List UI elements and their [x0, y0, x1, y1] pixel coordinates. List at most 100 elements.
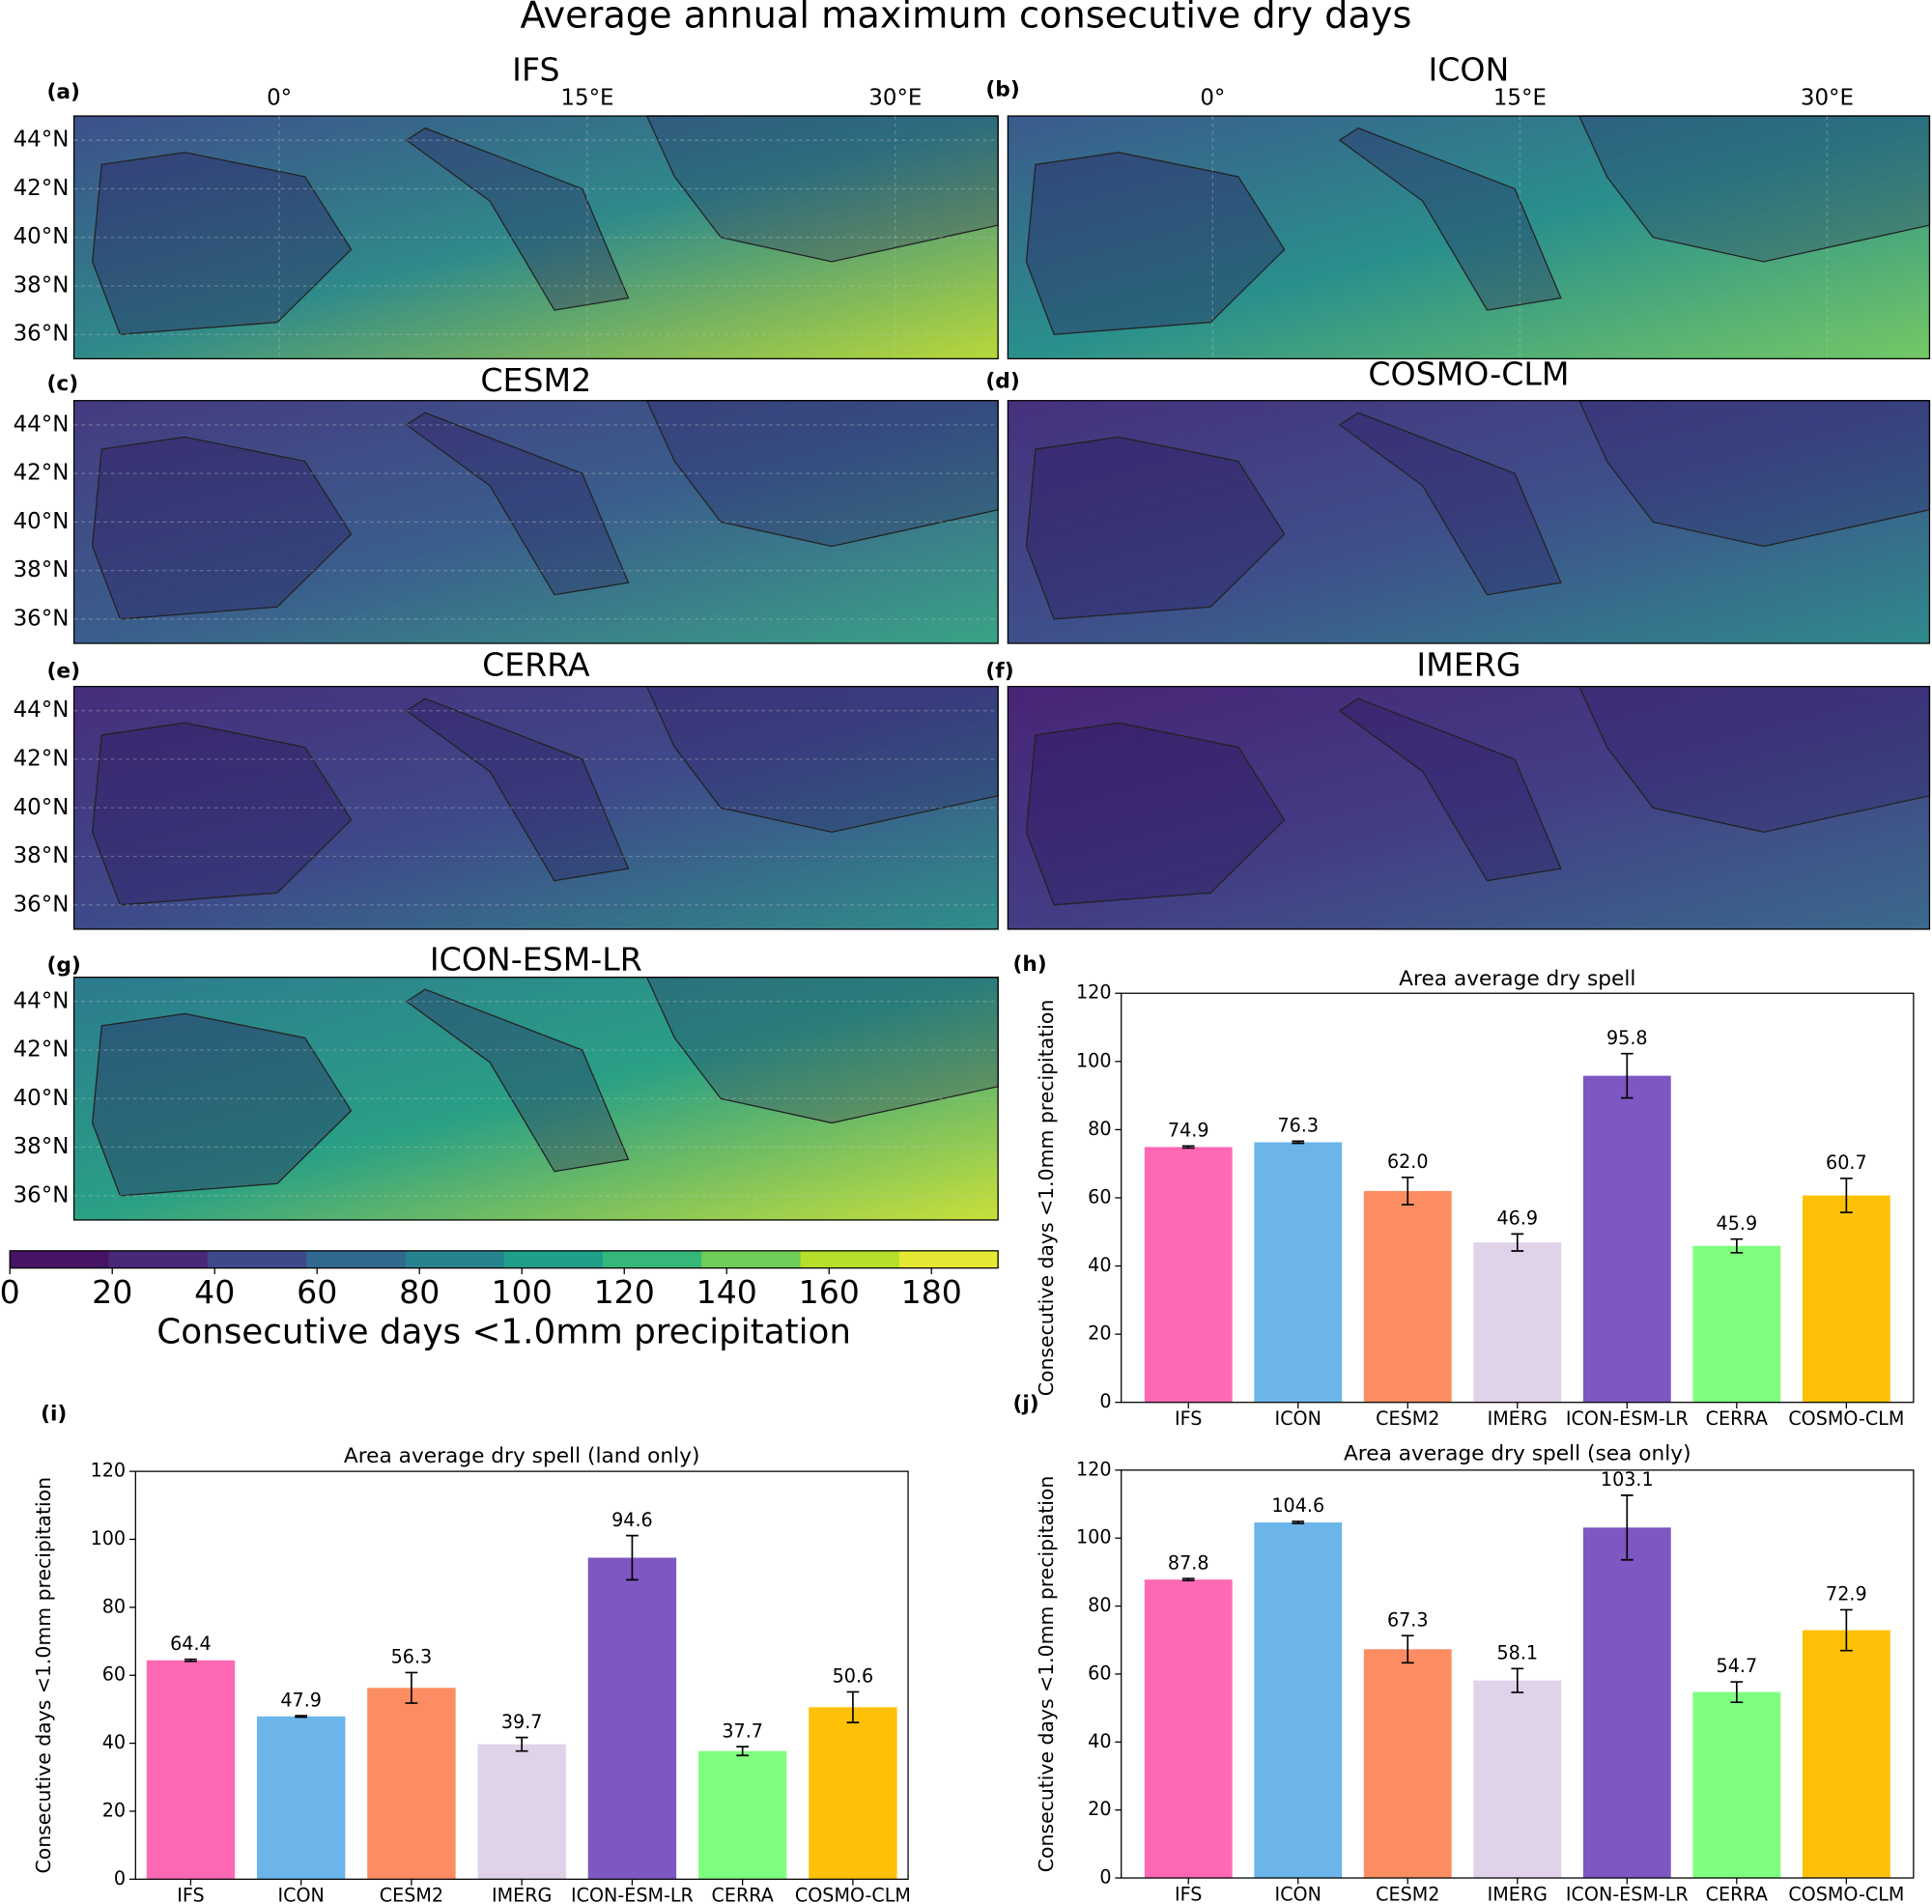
value-label: 54.7	[1717, 1655, 1758, 1677]
bar	[1144, 1579, 1233, 1879]
axes-frame	[1121, 992, 1915, 1404]
bar	[146, 1660, 236, 1880]
map-field	[73, 400, 999, 643]
map-field	[73, 116, 999, 359]
value-label: 60.7	[1826, 1151, 1867, 1174]
lat-tick-label: 44°N	[14, 697, 70, 723]
y-tick-label: 40	[1088, 1254, 1111, 1276]
coastline	[405, 697, 630, 882]
coastline	[405, 127, 630, 311]
x-tick-label: CESM2	[380, 1885, 443, 1904]
x-tick-label: ICON	[1275, 1883, 1321, 1904]
error-bar	[736, 1746, 750, 1757]
x-tick-label: ICON	[278, 1885, 325, 1904]
map-field	[1008, 400, 1930, 643]
map-title: ICON-ESM-LR	[430, 941, 642, 979]
colorbar-segment	[108, 1250, 209, 1268]
lon-tick-label: 0°	[267, 86, 292, 111]
value-label: 74.9	[1168, 1120, 1209, 1142]
lat-tick-label: 36°N	[14, 892, 70, 917]
bar	[1802, 1195, 1890, 1403]
error-bar	[515, 1736, 528, 1752]
value-label: 72.9	[1826, 1583, 1867, 1606]
map-title: IMERG	[1416, 646, 1520, 684]
panel-label: (i)	[41, 1402, 67, 1426]
lon-tick-label: 0°	[1200, 86, 1225, 111]
lat-tick-label: 44°N	[14, 988, 70, 1013]
coastline	[405, 412, 630, 596]
figure-title: Average annual maximum consecutive dry d…	[521, 0, 1412, 38]
error-bar	[1292, 1140, 1305, 1145]
panel-label: (e)	[46, 659, 80, 683]
bar	[809, 1707, 897, 1880]
error-bar	[1181, 1577, 1195, 1582]
bar	[367, 1688, 456, 1880]
x-tick-label: IMERG	[1488, 1883, 1548, 1904]
error-bar	[1839, 1178, 1853, 1213]
colorbar-segment	[306, 1250, 407, 1268]
x-tick-label: CERRA	[1706, 1883, 1768, 1904]
bar	[1254, 1142, 1343, 1403]
error-bar	[405, 1671, 418, 1704]
x-tick-label: ICON-ESM-LR	[1566, 1407, 1689, 1430]
y-tick-label: 40	[1088, 1730, 1111, 1752]
y-tick-label: 120	[1076, 981, 1112, 1004]
bar	[1363, 1190, 1452, 1403]
x-tick-label: IMERG	[492, 1885, 552, 1904]
panel-label: (b)	[985, 77, 1019, 101]
chart-title: Area average dry spell (sea only)	[1344, 1441, 1691, 1465]
chart-title: Area average dry spell	[1399, 967, 1635, 991]
map-field	[73, 686, 999, 929]
y-tick-label: 20	[1088, 1798, 1111, 1820]
value-label: 67.3	[1387, 1608, 1429, 1631]
panel-label: (j)	[1012, 1392, 1038, 1416]
colorbar-tick-label: 140	[696, 1273, 757, 1311]
map-title: CERRA	[482, 646, 590, 684]
y-tick-label: 60	[1088, 1185, 1111, 1208]
value-label: 62.0	[1387, 1151, 1429, 1173]
value-label: 58.1	[1496, 1642, 1538, 1664]
y-axis-label: Consecutive days <1.0mm precipitation	[1035, 1476, 1058, 1872]
colorbar-segment	[405, 1250, 505, 1268]
colorbar-segment	[800, 1250, 900, 1268]
chart-title: Area average dry spell (land only)	[344, 1444, 700, 1468]
bar	[1692, 1691, 1781, 1879]
panel-label: (g)	[46, 953, 80, 978]
map-frame	[72, 977, 999, 1221]
y-tick-label: 60	[1088, 1662, 1111, 1684]
y-tick-label: 40	[102, 1731, 126, 1753]
colorbar-tick-label: 0	[0, 1273, 20, 1311]
lat-tick-label: 38°N	[14, 272, 70, 298]
bar	[256, 1716, 346, 1880]
x-tick-label: COSMO-CLM	[1788, 1407, 1904, 1430]
y-tick-label: 80	[102, 1595, 126, 1617]
colorbar-segment	[701, 1250, 802, 1268]
coastline	[92, 152, 353, 335]
x-tick-label: ICON	[1275, 1407, 1321, 1430]
value-label: 50.6	[833, 1665, 874, 1688]
value-label: 104.6	[1271, 1494, 1324, 1517]
x-tick-label: IMERG	[1488, 1407, 1548, 1430]
colorbar-tick-label: 120	[594, 1273, 655, 1311]
bar	[697, 1750, 787, 1880]
coastline	[1025, 436, 1286, 620]
lat-tick-label: 42°N	[14, 461, 70, 486]
error-bar	[1181, 1145, 1195, 1150]
y-tick-label: 100	[91, 1527, 127, 1549]
coastline	[405, 988, 630, 1173]
map-title: ICON	[1428, 51, 1509, 89]
coastline	[1338, 127, 1562, 311]
bar	[1473, 1680, 1562, 1879]
x-tick-label: CESM2	[1376, 1883, 1439, 1904]
y-tick-label: 60	[102, 1663, 126, 1686]
colorbar-tick-label: 160	[799, 1273, 860, 1311]
bar	[587, 1557, 677, 1880]
bar	[1473, 1242, 1562, 1403]
x-tick-label: CESM2	[1376, 1407, 1439, 1430]
coastline	[1025, 152, 1286, 335]
value-label: 94.6	[611, 1509, 653, 1531]
bar	[1144, 1147, 1233, 1403]
error-bar	[1511, 1233, 1524, 1252]
map-field	[1008, 686, 1930, 929]
error-bar	[626, 1534, 639, 1581]
